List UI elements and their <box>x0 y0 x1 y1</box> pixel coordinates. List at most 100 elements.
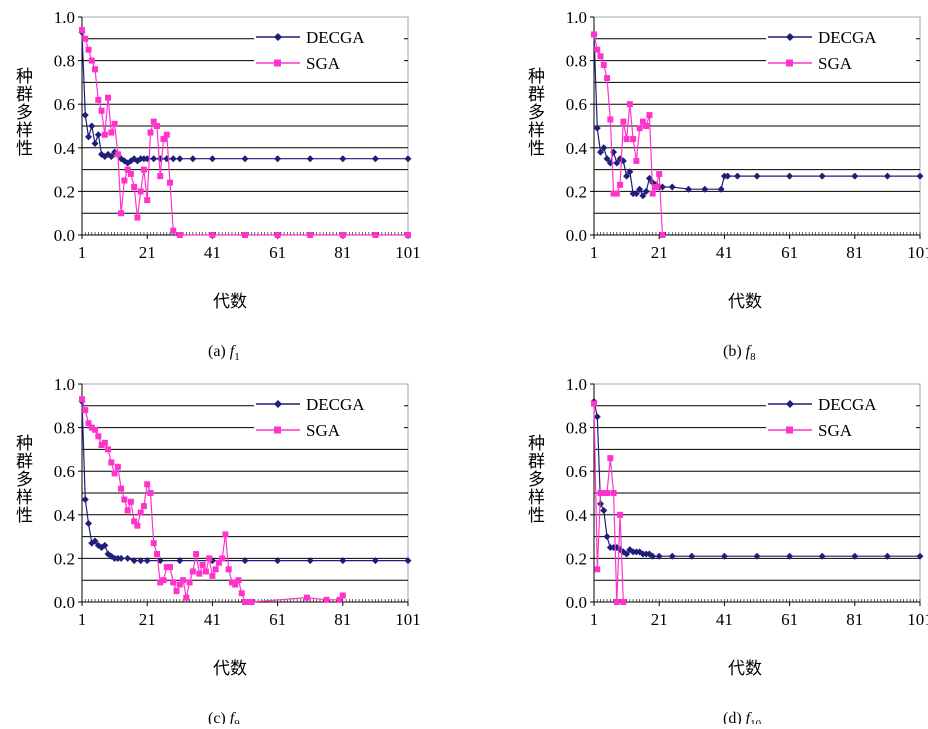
x-tick-label: 101 <box>907 243 928 262</box>
data-point <box>733 172 741 180</box>
data-point <box>339 592 346 599</box>
data-point <box>163 131 170 138</box>
y-tick-label: 0.8 <box>54 419 75 438</box>
data-point <box>131 184 138 191</box>
data-point <box>183 594 190 601</box>
data-point <box>215 559 222 566</box>
data-point <box>668 183 676 191</box>
data-point <box>170 579 177 586</box>
y-tick-label: 0.2 <box>566 549 587 568</box>
data-point <box>131 518 138 525</box>
data-point <box>167 564 174 571</box>
data-point <box>118 485 125 492</box>
data-point <box>163 564 170 571</box>
data-point <box>79 396 85 403</box>
data-point <box>101 131 108 138</box>
data-point <box>639 118 646 125</box>
data-point <box>607 455 614 462</box>
data-point <box>613 190 620 197</box>
data-point <box>105 446 112 453</box>
data-point <box>668 552 676 560</box>
data-point <box>140 166 147 173</box>
data-point <box>85 520 93 528</box>
data-point <box>225 566 232 573</box>
data-point <box>371 155 379 163</box>
chart-panel-4: 0.0 0.2 0.4 0.6 0.8 1.0 1 21 41 61 81 101 DECGA SGA 种群… <box>528 375 928 729</box>
y-tick-label: 0.4 <box>54 506 76 525</box>
data-point <box>620 599 627 605</box>
data-point <box>108 459 115 466</box>
data-point <box>642 187 650 195</box>
data-point <box>603 533 611 541</box>
data-point <box>176 557 184 565</box>
x-tick-label: 81 <box>334 243 351 262</box>
legend-marker <box>274 59 281 67</box>
x-tick-label: 61 <box>269 610 286 629</box>
data-point <box>92 66 99 73</box>
data-point <box>717 185 725 193</box>
data-point <box>147 129 154 136</box>
chart-panel-1: 0.0 0.2 0.4 0.6 0.8 1.0 1 21 41 61 81 101 DECGA SGA 种群… <box>16 8 421 363</box>
data-point <box>603 155 611 163</box>
x-axis-label: 代数 <box>728 292 762 312</box>
data-point <box>170 227 177 234</box>
data-point <box>150 540 157 547</box>
data-point <box>658 183 666 191</box>
y-axis-label: 种群多样性 <box>528 67 545 159</box>
data-point <box>274 155 282 163</box>
x-tick-label: 61 <box>781 243 798 262</box>
y-tick-label: 0.0 <box>54 226 75 245</box>
data-point <box>916 552 924 560</box>
data-point <box>274 232 281 238</box>
data-point <box>649 552 657 560</box>
data-point <box>134 214 141 221</box>
data-point <box>95 96 102 103</box>
x-tick-label: 81 <box>846 243 863 262</box>
data-point <box>238 590 245 597</box>
data-point <box>91 537 99 545</box>
data-point <box>134 522 141 529</box>
x-tick-label: 81 <box>334 610 351 629</box>
data-point <box>623 136 630 143</box>
data-point <box>150 118 157 125</box>
data-point <box>600 144 608 152</box>
data-point <box>101 439 108 446</box>
data-point <box>655 552 663 560</box>
data-point <box>94 131 102 139</box>
data-point <box>147 490 154 496</box>
x-tick-label: 1 <box>78 243 87 262</box>
data-point <box>248 599 255 605</box>
data-point <box>617 181 624 188</box>
data-point <box>306 155 314 163</box>
data-point <box>685 185 693 193</box>
data-point <box>85 420 92 427</box>
data-point <box>219 555 226 562</box>
data-point <box>206 555 213 562</box>
data-point <box>209 572 216 579</box>
legend-label: SGA <box>818 421 853 440</box>
data-point <box>274 557 282 565</box>
y-tick-label: 1.0 <box>54 8 75 27</box>
data-point <box>594 46 601 53</box>
data-point <box>209 232 216 238</box>
y-tick-label: 0.0 <box>54 593 75 612</box>
data-point <box>143 557 151 565</box>
y-tick-label: 0.6 <box>54 95 75 114</box>
x-axis-label: 代数 <box>213 292 247 312</box>
data-point <box>98 107 105 114</box>
data-point <box>643 123 650 129</box>
data-point <box>114 463 121 470</box>
data-point <box>306 557 314 565</box>
y-axis-label: 种群多样性 <box>16 67 33 159</box>
data-point <box>121 496 128 503</box>
data-point <box>753 172 761 180</box>
data-point <box>613 159 621 167</box>
data-point <box>150 155 158 163</box>
data-point <box>404 155 412 163</box>
data-point <box>157 173 164 180</box>
data-point <box>137 188 144 195</box>
chart-panel-3: 0.0 0.2 0.4 0.6 0.8 1.0 1 21 41 61 81 101 DECGA SGA 种群… <box>16 375 421 729</box>
x-tick-label: 101 <box>907 610 928 629</box>
y-tick-label: 1.0 <box>566 8 587 27</box>
